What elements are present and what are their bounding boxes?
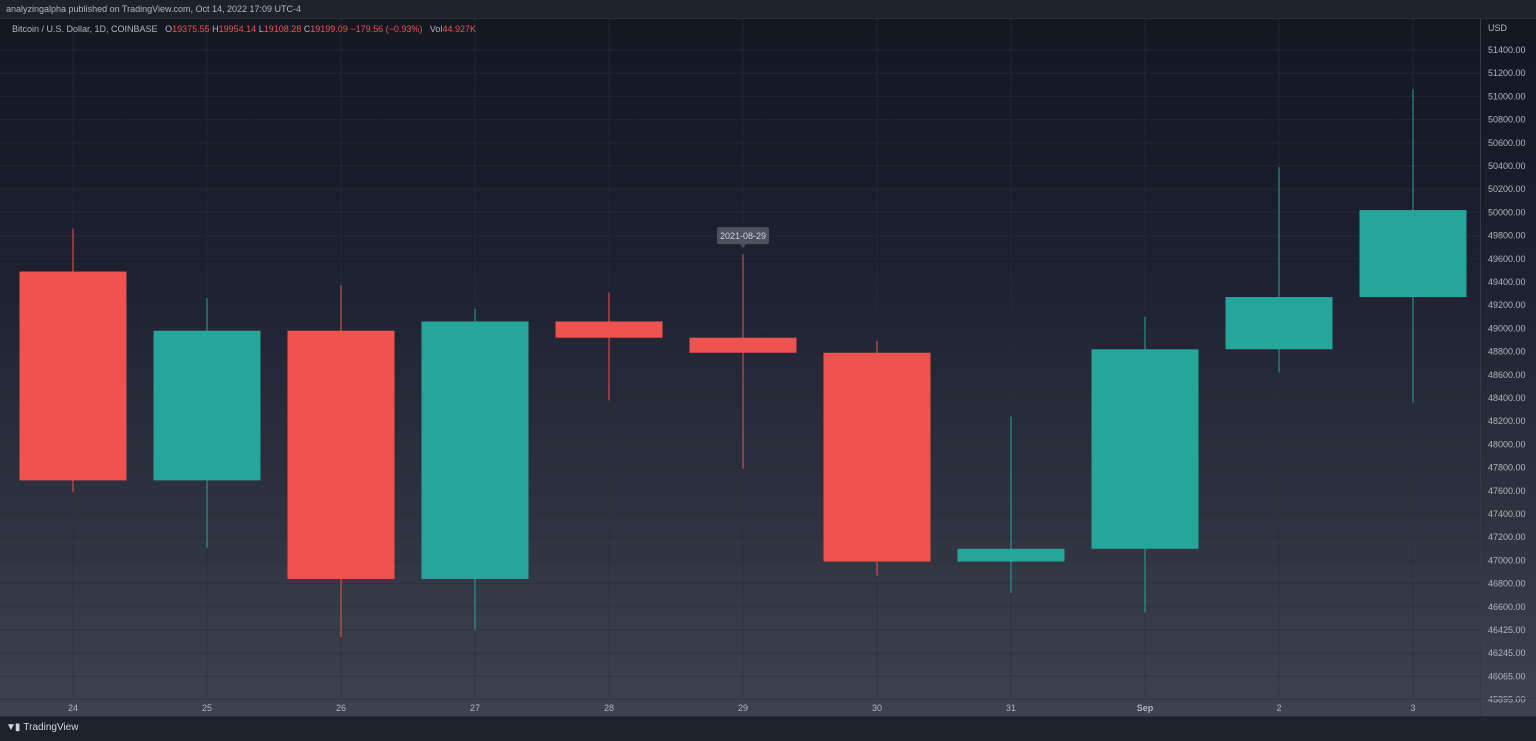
price-tick-label: 47000.00 <box>1488 555 1526 565</box>
price-tick-label: 50400.00 <box>1488 161 1526 171</box>
chart-pane[interactable]: 51400.00 51200.00 51000.00 50800.00 50600.00… <box>0 18 1536 717</box>
time-tick-label: 25 <box>202 703 212 713</box>
price-tick-label: 51200.00 <box>1488 68 1526 78</box>
price-tick-label: 46065.00 <box>1488 671 1526 681</box>
date-tooltip-box <box>717 227 769 245</box>
candle-body[interactable] <box>1359 210 1467 298</box>
price-tick-label: 48200.00 <box>1488 416 1526 426</box>
price-tick-label: 50800.00 <box>1488 115 1526 125</box>
price-tick-label: 51000.00 <box>1488 91 1526 101</box>
price-tick-label: 50600.00 <box>1488 138 1526 148</box>
time-tick-label: 2 <box>1276 703 1281 713</box>
legend-symbol[interactable]: Bitcoin / U.S. Dollar, 1D, COINBASE <box>12 24 158 34</box>
price-tick-label: 46245.00 <box>1488 648 1526 658</box>
legend-close-label: C <box>303 24 311 34</box>
legend-open-value: 19375.55 <box>172 24 210 34</box>
candle-body[interactable] <box>421 321 529 579</box>
price-tick-label: 46600.00 <box>1488 602 1526 612</box>
price-tick-label: 49600.00 <box>1488 254 1526 264</box>
legend-high-value: 19954.14 <box>218 24 257 34</box>
candle-body[interactable] <box>555 321 663 338</box>
price-tick-label: 48800.00 <box>1488 347 1526 357</box>
price-tick-label: 49800.00 <box>1488 231 1526 241</box>
legend-volume-value: 44.927K <box>442 24 476 34</box>
price-tick-label: 48600.00 <box>1488 370 1526 380</box>
time-tick-label: 26 <box>336 703 346 713</box>
date-tooltip-text: 2021-08-29 <box>720 231 766 241</box>
legend-open-label: O <box>165 24 173 34</box>
price-tick-label: 48400.00 <box>1488 393 1526 403</box>
time-tick-label: 24 <box>68 703 78 713</box>
price-tick-label: 50000.00 <box>1488 207 1526 217</box>
tradingview-logo-icon: ▼▮ <box>6 722 20 733</box>
candle-body[interactable] <box>823 352 931 562</box>
price-tick-label: 47800.00 <box>1488 463 1526 473</box>
time-tick-label: 30 <box>872 703 882 713</box>
tradingview-brand[interactable]: ▼▮ TradingView <box>6 722 78 733</box>
legend-high-label: H <box>212 24 219 34</box>
time-tick-label: 3 <box>1410 703 1415 713</box>
candle-body[interactable] <box>1225 297 1333 350</box>
price-tick-label: 49400.00 <box>1488 277 1526 287</box>
price-tick-label: 49200.00 <box>1488 300 1526 310</box>
price-tick-label: 49000.00 <box>1488 323 1526 333</box>
currency-label: USD <box>1488 23 1508 33</box>
candle-body[interactable] <box>287 330 395 579</box>
time-tick-label: 29 <box>738 703 748 713</box>
publisher-bar: analyzingalpha published on TradingView.… <box>0 0 1536 18</box>
price-tick-label: 46800.00 <box>1488 579 1526 589</box>
time-tick-label: Sep <box>1137 703 1154 713</box>
candle-body[interactable] <box>153 330 261 481</box>
candlestick-chart[interactable]: 51400.00 51200.00 51000.00 50800.00 50600.00… <box>0 19 1536 717</box>
price-tick-label: 47400.00 <box>1488 509 1526 519</box>
price-tick-label: 48000.00 <box>1488 439 1526 449</box>
footer-bar: ▼▮ TradingView <box>0 716 1536 741</box>
time-tick-label: 27 <box>470 703 480 713</box>
price-tick-label: 50200.00 <box>1488 184 1526 194</box>
price-tick-label: 45895.00 <box>1488 695 1526 705</box>
legend-volume-label: Vol <box>429 24 443 34</box>
date-tooltip-pointer <box>740 244 746 249</box>
price-tick-label: 51400.00 <box>1488 45 1526 55</box>
price-tick-label: 47600.00 <box>1488 486 1526 496</box>
chart-legend: Bitcoin / U.S. Dollar, 1D, COINBASE O193… <box>12 24 476 34</box>
candle-body[interactable] <box>19 271 127 481</box>
published-text: analyzingalpha published on TradingView.… <box>6 4 302 14</box>
candle-body[interactable] <box>689 337 797 353</box>
legend-change-value: −179.56 (−0.93%) <box>350 24 423 34</box>
candle-body[interactable] <box>1091 349 1199 549</box>
brand-name: TradingView <box>23 722 79 733</box>
legend-close-value: 19199.09 <box>310 24 348 34</box>
time-tick-label: 28 <box>604 703 614 713</box>
price-tick-label: 47200.00 <box>1488 532 1526 542</box>
legend-low-label: L <box>258 24 264 34</box>
price-tick-label: 46425.00 <box>1488 625 1526 635</box>
legend-low-value: 19108.28 <box>263 24 302 34</box>
candle-body[interactable] <box>957 548 1065 562</box>
time-tick-label: 31 <box>1006 703 1016 713</box>
